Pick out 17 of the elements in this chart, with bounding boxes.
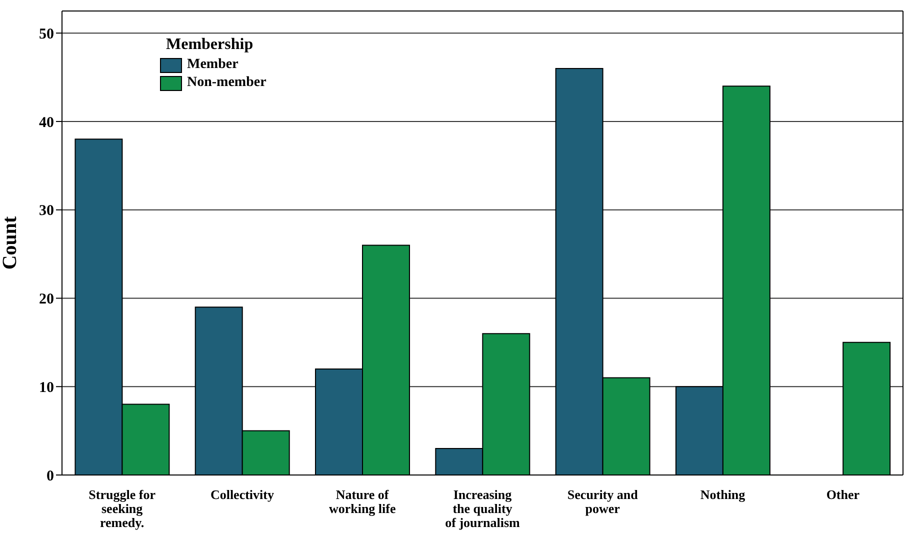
y-tick-label: 10 <box>39 380 54 396</box>
y-axis-title: Count <box>0 216 22 270</box>
x-tick-label: Other <box>826 487 860 502</box>
y-tick-label: 30 <box>39 203 54 220</box>
y-tick-label: 0 <box>46 468 54 484</box>
x-tick-label: Nature of working life <box>328 487 396 516</box>
x-tick-label: Security and power <box>567 487 639 516</box>
y-tick-label: 40 <box>39 114 54 131</box>
legend-label: Non-member <box>187 75 266 91</box>
legend-title: Membership <box>166 36 254 54</box>
y-tick-label: 50 <box>39 26 54 42</box>
x-tick-label: Collectivity <box>210 487 274 502</box>
y-tick-label: 20 <box>39 292 54 308</box>
x-tick-label: Struggle for seeking remedy. <box>88 487 156 530</box>
x-tick-label: Increasing the quality of journalism <box>445 487 520 530</box>
x-tick-label: Nothing <box>700 487 746 502</box>
legend-label: Member <box>187 57 238 73</box>
